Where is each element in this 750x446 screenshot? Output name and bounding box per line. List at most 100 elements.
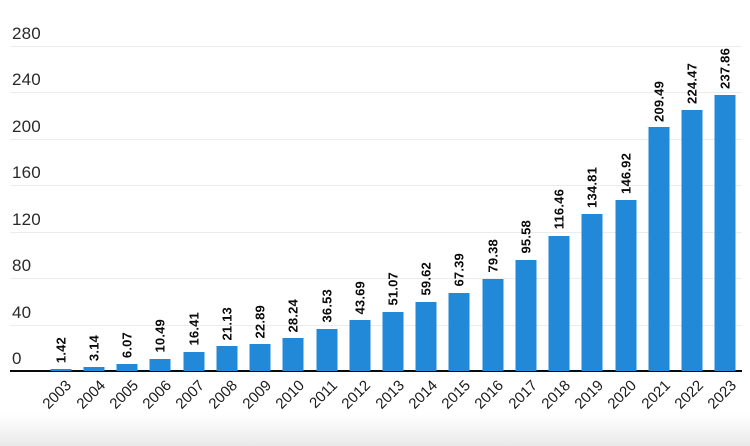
bar-slot: 6.07 2005 xyxy=(106,0,143,446)
x-axis-tick-label: 2004 xyxy=(72,377,109,413)
bar-slot: 224.47 2022 xyxy=(671,0,709,446)
x-axis-tick-label: 2021 xyxy=(637,377,674,413)
y-axis-tick-label: 240 xyxy=(12,70,41,89)
bar-value-label: 1.42 xyxy=(53,337,69,364)
bar-value-label: 43.69 xyxy=(352,280,368,315)
bar xyxy=(515,259,537,371)
bar-slot: 36.53 2011 xyxy=(306,0,343,446)
bar-slot: 95.58 2017 xyxy=(505,0,542,446)
gridline xyxy=(10,231,742,233)
x-axis-tick-label: 2019 xyxy=(571,377,608,413)
bar-value-label: 3.14 xyxy=(86,335,102,362)
bar-value-label: 36.53 xyxy=(319,289,334,323)
gridline xyxy=(10,185,742,186)
bar xyxy=(282,338,304,371)
x-axis-tick-label: 2012 xyxy=(338,377,375,413)
bar-slot: 10.49 2006 xyxy=(139,0,177,446)
bar-value-label: 16.41 xyxy=(186,312,202,346)
gridline xyxy=(10,138,742,140)
bar-value-label: 59.62 xyxy=(418,262,434,296)
bar xyxy=(349,320,371,371)
x-axis-tick-label: 2016 xyxy=(471,377,508,413)
bar xyxy=(316,328,337,371)
x-axis-line xyxy=(10,370,742,372)
bar-slot: 67.39 2015 xyxy=(439,0,476,446)
bar-slot: 21.13 2008 xyxy=(206,0,243,446)
bar-value-label: 95.58 xyxy=(518,220,534,254)
bar-slot: 51.07 2013 xyxy=(372,0,409,446)
bar xyxy=(216,346,238,371)
x-axis-tick-label: 2022 xyxy=(671,377,707,413)
bar-slot: 28.24 2010 xyxy=(272,0,310,446)
bar-slot: 22.89 2009 xyxy=(239,0,276,446)
bar xyxy=(548,235,570,371)
bar-value-label: 146.92 xyxy=(618,153,634,195)
x-axis-tick-label: 2007 xyxy=(172,377,209,413)
bar-value-label: 6.07 xyxy=(119,331,135,358)
bar-slot: 3.14 2004 xyxy=(73,0,110,446)
y-axis-tick-label: 120 xyxy=(12,209,41,229)
x-axis-tick-label: 2018 xyxy=(538,377,574,413)
bar xyxy=(183,351,205,371)
x-axis-tick-label: 2010 xyxy=(272,377,308,413)
bar xyxy=(249,344,271,371)
bar xyxy=(615,200,637,371)
bar xyxy=(83,367,105,371)
x-axis-tick-label: 2009 xyxy=(239,377,275,413)
x-axis-tick-label: 2013 xyxy=(372,377,408,413)
bar-slot: 146.92 2020 xyxy=(605,0,642,446)
y-axis-tick-label: 0 xyxy=(12,349,22,368)
bar-value-label: 224.47 xyxy=(684,63,700,105)
bar xyxy=(149,358,171,371)
x-axis-tick-label: 2011 xyxy=(306,377,342,412)
x-axis-tick-label: 2005 xyxy=(106,377,142,413)
bar-slot: 59.62 2014 xyxy=(405,0,443,446)
bar-value-label: 51.07 xyxy=(385,272,401,306)
y-axis-tick-label: 280 xyxy=(12,23,41,43)
x-axis-tick-label: 2003 xyxy=(39,377,76,413)
bar-value-label: 22.89 xyxy=(252,304,268,339)
bar-slot: 16.41 2007 xyxy=(173,0,210,446)
x-axis-tick-label: 2014 xyxy=(405,377,441,413)
x-axis-tick-label: 2008 xyxy=(205,377,242,413)
y-axis-tick-label: 80 xyxy=(12,256,32,275)
bar xyxy=(415,301,437,371)
x-axis-tick-label: 2006 xyxy=(139,377,175,413)
x-axis-tick-label: 2023 xyxy=(704,377,741,413)
bar xyxy=(714,94,736,371)
bar-value-label: 10.49 xyxy=(152,319,168,353)
bar xyxy=(50,369,72,371)
bar-value-label: 28.24 xyxy=(285,298,301,333)
bar xyxy=(448,292,470,371)
bar-slot: 134.81 2019 xyxy=(571,0,609,446)
bar xyxy=(482,278,504,371)
bar xyxy=(581,214,603,371)
gridline xyxy=(10,324,742,326)
bar-value-label: 116.46 xyxy=(551,189,567,230)
bar-value-label: 67.39 xyxy=(451,253,467,287)
bar-slot: 116.46 2018 xyxy=(538,0,576,446)
bar-slot: 1.42 2003 xyxy=(40,0,77,446)
x-axis-tick-label: 2020 xyxy=(604,377,641,413)
gridline xyxy=(10,92,742,93)
bar-value-label: 21.13 xyxy=(219,306,235,341)
bar xyxy=(681,110,703,371)
bar-value-label: 237.86 xyxy=(717,47,733,89)
gridline xyxy=(10,278,742,279)
bar-slot: 79.38 2016 xyxy=(472,0,509,446)
x-axis-tick-label: 2017 xyxy=(504,377,541,413)
y-axis-tick-label: 40 xyxy=(12,302,32,322)
bar-slot: 237.86 2023 xyxy=(704,0,742,446)
bar-value-label: 209.49 xyxy=(651,80,667,122)
y-axis-tick-label: 160 xyxy=(12,163,41,182)
bar-slot: 209.49 2021 xyxy=(638,0,675,446)
bar-slot: 43.69 2012 xyxy=(339,0,376,446)
bar-value-label: 79.38 xyxy=(485,239,501,273)
gridline xyxy=(10,45,742,47)
bar-value-label: 134.81 xyxy=(584,167,600,209)
x-axis-tick-label: 2015 xyxy=(438,377,475,413)
bar xyxy=(648,127,670,371)
bar xyxy=(116,363,138,371)
y-axis-tick-label: 200 xyxy=(12,116,41,136)
